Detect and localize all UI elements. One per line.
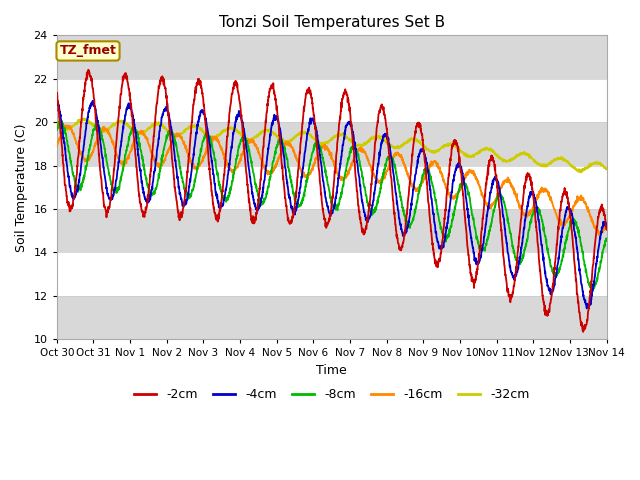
-4cm: [492, 173, 499, 179]
-8cm: [53, 127, 61, 133]
-8cm: [348, 146, 356, 152]
-8cm: [570, 216, 577, 222]
-2cm: [603, 227, 611, 233]
Line: -2cm: -2cm: [57, 70, 607, 332]
-2cm: [84, 67, 92, 72]
Text: TZ_fmet: TZ_fmet: [60, 45, 116, 58]
-32cm: [492, 151, 499, 157]
-32cm: [348, 139, 356, 145]
-4cm: [360, 206, 367, 212]
-2cm: [554, 224, 562, 229]
-32cm: [603, 166, 611, 172]
-8cm: [603, 238, 611, 244]
-4cm: [570, 220, 577, 226]
-8cm: [492, 202, 499, 208]
-32cm: [360, 142, 367, 147]
-4cm: [554, 259, 562, 265]
-16cm: [554, 217, 562, 223]
-32cm: [576, 169, 584, 175]
X-axis label: Time: Time: [316, 364, 347, 377]
-16cm: [570, 204, 577, 210]
-32cm: [207, 134, 214, 140]
-16cm: [61, 122, 69, 128]
-8cm: [589, 288, 596, 293]
-4cm: [53, 100, 61, 106]
Title: Tonzi Soil Temperatures Set B: Tonzi Soil Temperatures Set B: [219, 15, 445, 30]
Line: -32cm: -32cm: [57, 119, 607, 172]
-8cm: [207, 135, 214, 141]
-16cm: [348, 163, 356, 168]
-4cm: [583, 306, 591, 312]
-16cm: [603, 220, 611, 226]
-16cm: [53, 144, 61, 149]
-16cm: [360, 148, 367, 154]
Legend: -2cm, -4cm, -8cm, -16cm, -32cm: -2cm, -4cm, -8cm, -16cm, -32cm: [129, 383, 534, 406]
Bar: [57, 36, 607, 79]
-4cm: [207, 148, 214, 154]
Bar: [57, 122, 607, 166]
-2cm: [207, 177, 214, 182]
-4cm: [89, 98, 97, 104]
-2cm: [492, 172, 499, 178]
-4cm: [603, 221, 611, 227]
Line: -16cm: -16cm: [57, 125, 607, 235]
-2cm: [53, 91, 61, 97]
-32cm: [554, 156, 562, 161]
-2cm: [579, 329, 587, 335]
-8cm: [360, 181, 367, 187]
-8cm: [554, 270, 562, 276]
Line: -8cm: -8cm: [57, 121, 607, 290]
-8cm: [57, 118, 65, 124]
-2cm: [348, 127, 356, 133]
-32cm: [570, 165, 577, 171]
-32cm: [53, 120, 61, 126]
-2cm: [360, 232, 367, 238]
-32cm: [80, 116, 88, 121]
Bar: [57, 209, 607, 252]
-2cm: [570, 246, 577, 252]
-16cm: [596, 232, 604, 238]
-4cm: [348, 126, 356, 132]
-16cm: [207, 138, 214, 144]
Bar: [57, 296, 607, 339]
Y-axis label: Soil Temperature (C): Soil Temperature (C): [15, 123, 28, 252]
Line: -4cm: -4cm: [57, 101, 607, 309]
-16cm: [492, 198, 499, 204]
